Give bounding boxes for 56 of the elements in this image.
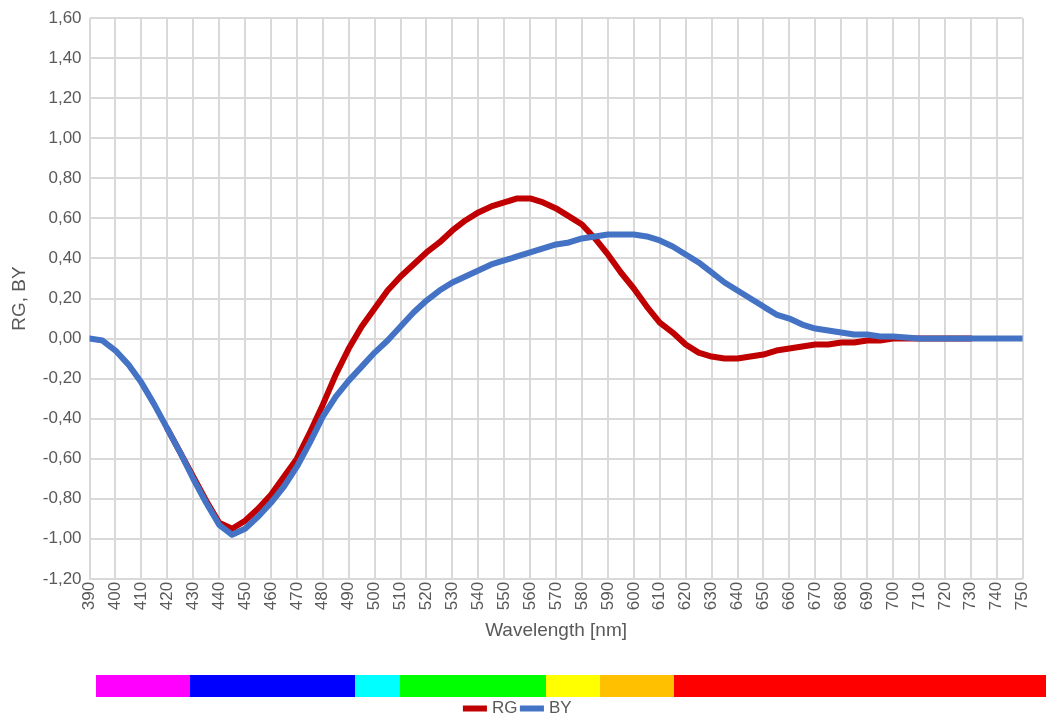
x-tick-label: 670 xyxy=(804,581,824,611)
x-tick-label: 390 xyxy=(79,581,99,611)
x-tick-label: 440 xyxy=(208,581,228,611)
x-tick-label: 590 xyxy=(597,581,617,611)
x-tick-label: 700 xyxy=(882,581,902,611)
y-tick-label: -1,00 xyxy=(42,528,82,548)
y-tick-label: -0,40 xyxy=(42,408,82,428)
y-tick-label: -0,20 xyxy=(42,368,82,388)
x-tick-label: 600 xyxy=(623,581,643,611)
x-tick-label: 490 xyxy=(338,581,358,611)
x-tick-label: 530 xyxy=(442,581,462,611)
x-tick-label: 570 xyxy=(545,581,565,611)
y-tick-label: 1,60 xyxy=(48,7,82,27)
y-tick-label: 0,20 xyxy=(48,288,82,308)
x-tick-label: 540 xyxy=(468,581,488,611)
x-tick-label: 560 xyxy=(519,581,539,611)
x-tick-label: 620 xyxy=(675,581,695,611)
x-tick-label: 690 xyxy=(856,581,876,611)
y-tick-label: 0,80 xyxy=(48,168,82,188)
x-tick-label: 680 xyxy=(830,581,850,611)
legend-label: BY xyxy=(548,698,572,718)
x-tick-label: 660 xyxy=(779,581,799,611)
y-tick-label: 1,40 xyxy=(48,47,82,67)
x-tick-label: 470 xyxy=(286,581,306,611)
y-tick-label: 0,60 xyxy=(48,208,82,228)
y-tick-label: -0,60 xyxy=(42,448,82,468)
y-tick-label: 1,00 xyxy=(48,128,82,148)
x-tick-label: 410 xyxy=(131,581,151,611)
x-tick-label: 420 xyxy=(156,581,176,611)
y-tick-label: 0,00 xyxy=(48,328,82,348)
x-tick-label: 520 xyxy=(416,581,436,611)
x-tick-label: 630 xyxy=(701,581,721,611)
x-axis-title: Wavelength [nm] xyxy=(485,618,628,640)
y-axis-title: RG, BY xyxy=(7,265,29,331)
x-tick-label: 510 xyxy=(390,581,410,611)
x-tick-label: 650 xyxy=(753,581,773,611)
y-tick-label: -1,20 xyxy=(42,568,82,588)
x-tick-label: 750 xyxy=(1012,581,1032,611)
x-tick-label: 730 xyxy=(960,581,980,611)
x-tick-label: 430 xyxy=(182,581,202,611)
x-tick-label: 400 xyxy=(105,581,125,611)
x-tick-label: 740 xyxy=(986,581,1006,611)
legend-label: RG xyxy=(491,698,518,718)
x-tick-label: 480 xyxy=(312,581,332,611)
x-tick-label: 460 xyxy=(260,581,280,611)
x-tick-label: 710 xyxy=(908,581,928,611)
x-tick-label: 500 xyxy=(364,581,384,611)
x-tick-label: 580 xyxy=(571,581,591,611)
x-tick-label: 640 xyxy=(727,581,747,611)
x-tick-label: 550 xyxy=(493,581,513,611)
x-tick-label: 450 xyxy=(234,581,254,611)
y-tick-label: -0,80 xyxy=(42,488,82,508)
x-tick-label: 610 xyxy=(649,581,669,611)
y-tick-label: 0,40 xyxy=(48,248,82,268)
x-tick-label: 720 xyxy=(934,581,954,611)
y-tick-label: 1,20 xyxy=(48,87,82,107)
